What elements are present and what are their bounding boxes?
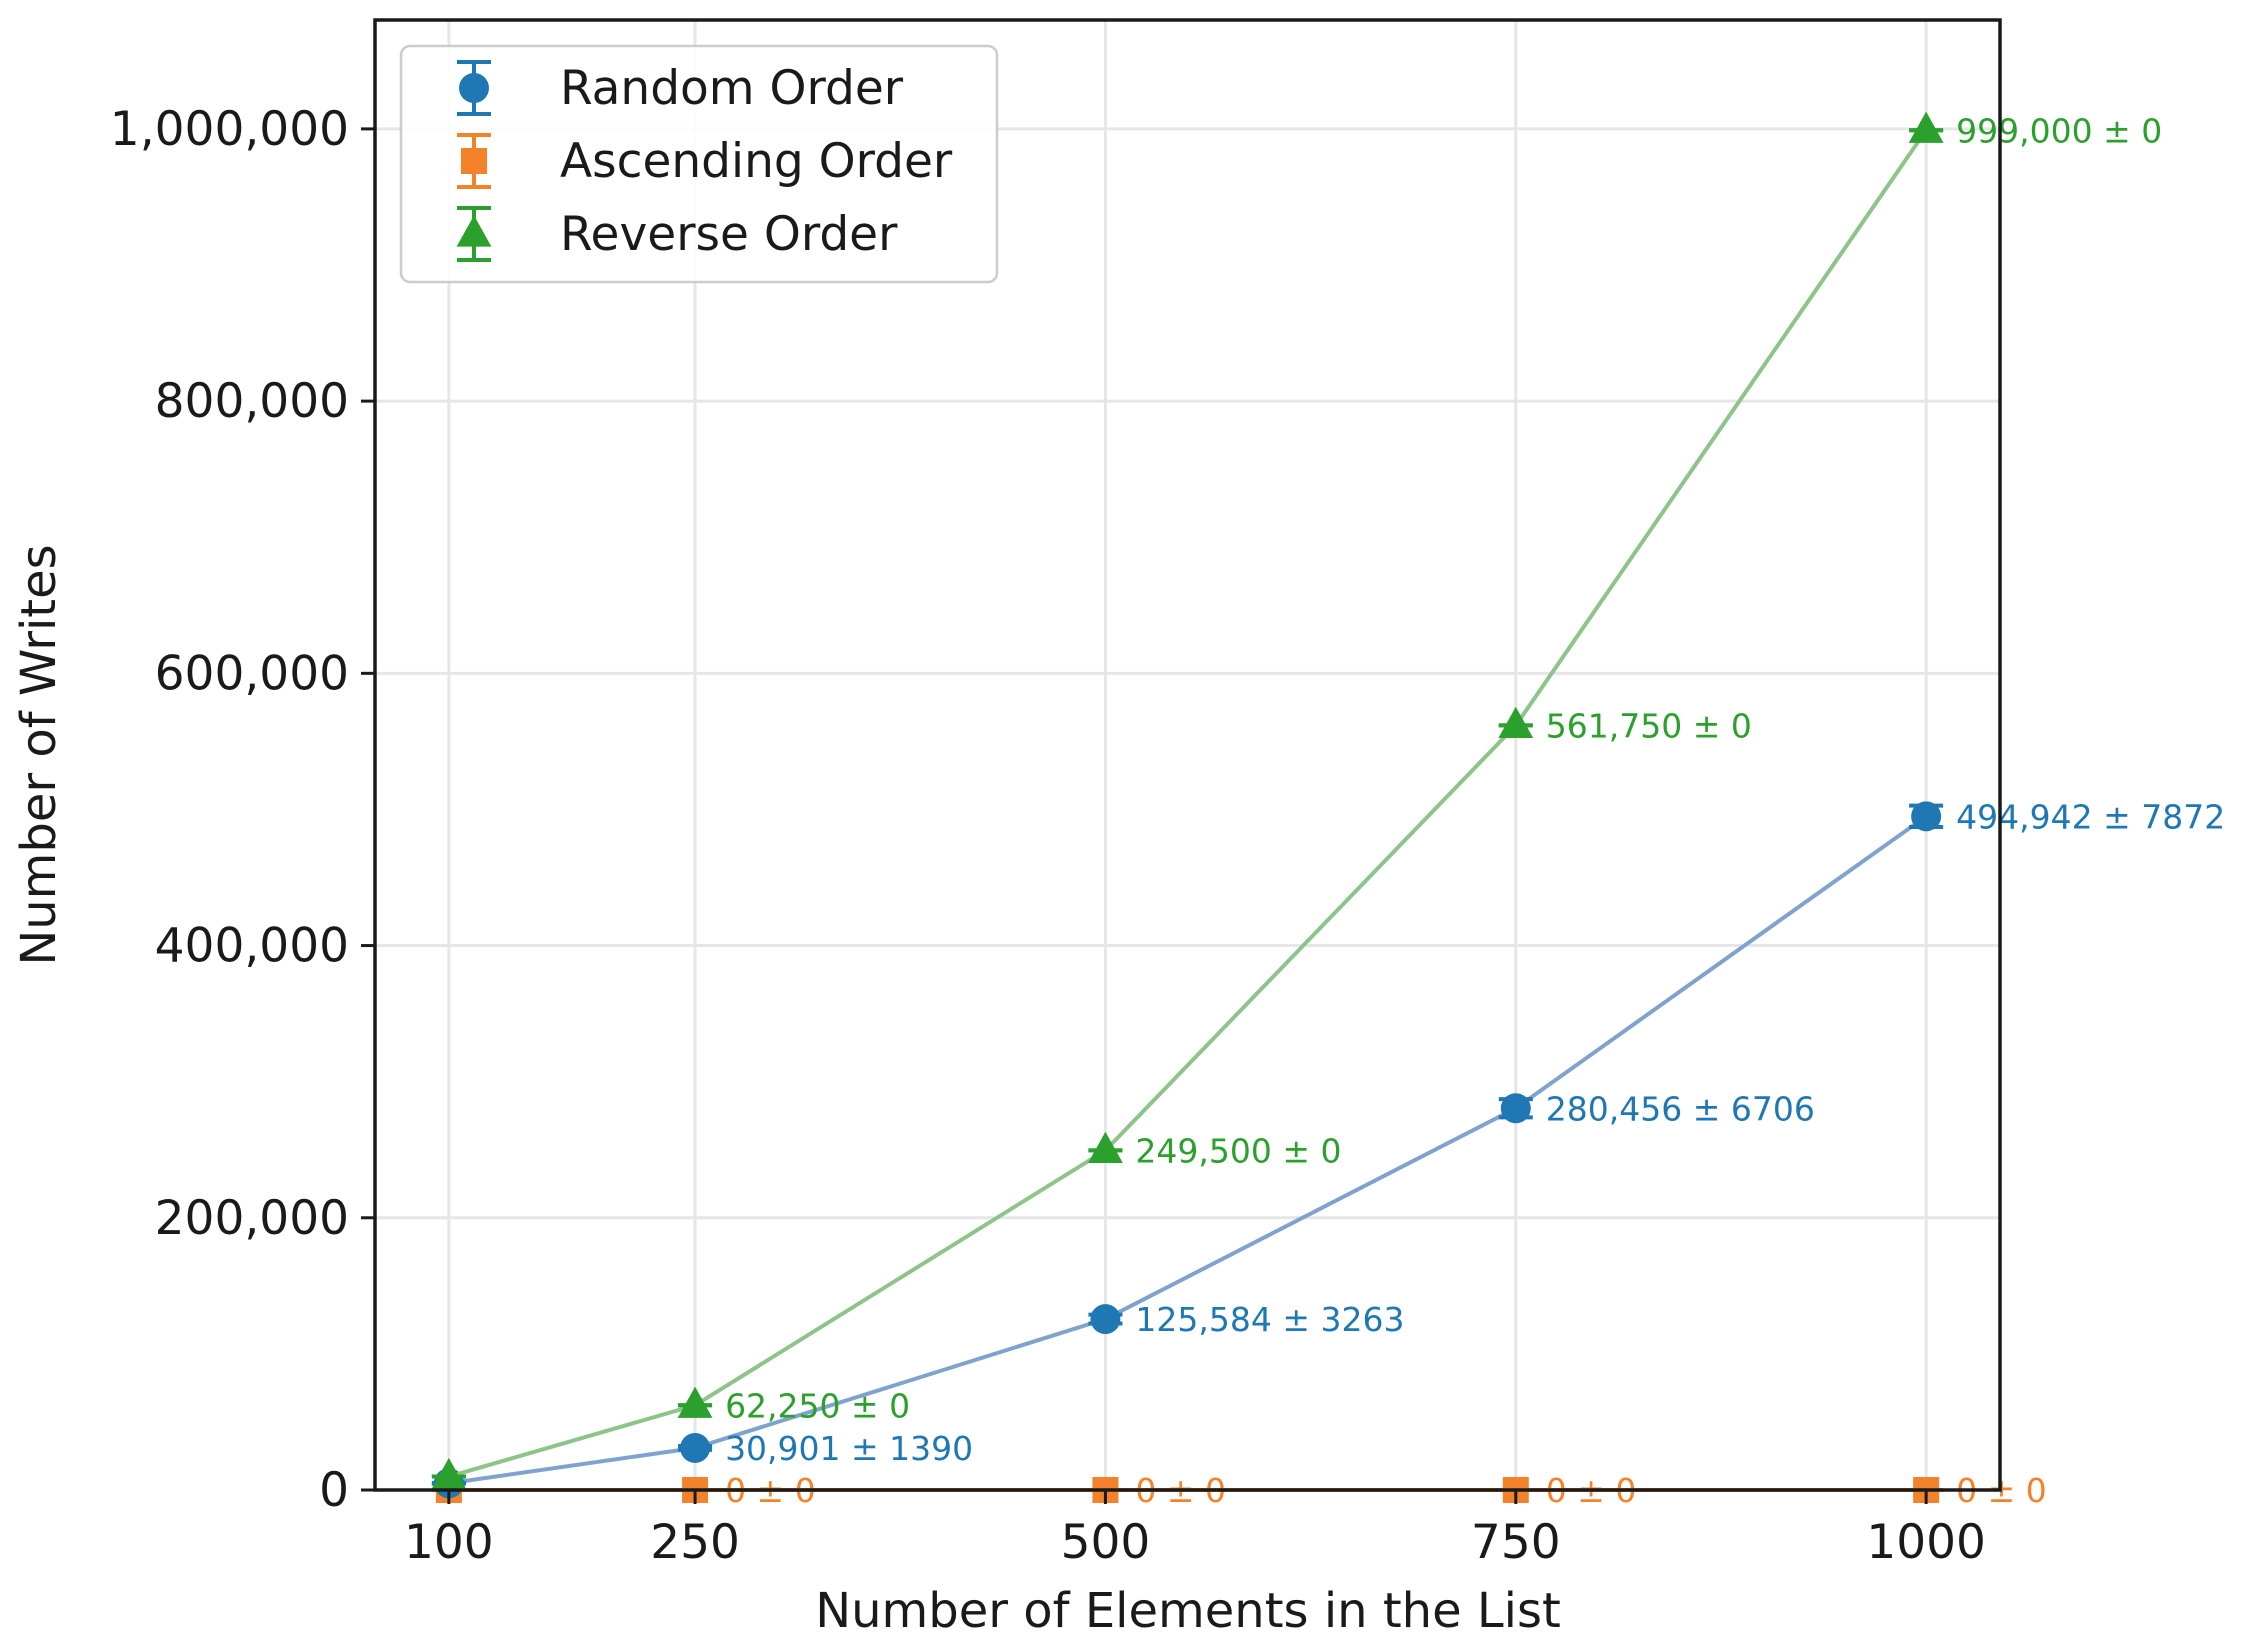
data-point	[1911, 801, 1942, 832]
data-point	[431, 1457, 467, 1490]
data-point	[680, 1432, 711, 1463]
series-reverse-order	[431, 111, 1944, 1490]
legend-box	[399, 44, 999, 284]
legend-entry-random-order: Random Order	[560, 61, 904, 116]
y-tick-label: 0	[319, 1463, 349, 1518]
legend-marker-square	[461, 148, 487, 174]
data-point	[1498, 706, 1534, 738]
data-point	[1908, 111, 1944, 143]
data-label: 30,901 ± 1390	[725, 1429, 973, 1468]
y-tick-label: 1,000,000	[110, 102, 349, 157]
data-label: 561,750 ± 0	[1546, 706, 1752, 745]
y-axis-label: Number of Writes	[11, 544, 67, 965]
x-axis-label: Number of Elements in the List	[815, 1583, 1561, 1639]
data-label: 494,942 ± 7872	[1956, 797, 2225, 836]
legend-entry-reverse-order: Reverse Order	[560, 207, 898, 262]
series-random-order	[431, 801, 1944, 1499]
x-tick-label: 750	[1471, 1515, 1561, 1570]
legend-marker-circle	[459, 73, 489, 103]
data-point	[1090, 1304, 1121, 1335]
legend-entry-ascending-order: Ascending Order	[560, 134, 953, 189]
data-label: 62,250 ± 0	[725, 1386, 910, 1425]
axis-ticks: 0 200,000 400,000 600,000 800,000 1,000,000 10…	[110, 102, 1986, 1570]
legend-marker-triangle	[456, 215, 492, 247]
data-point	[677, 1386, 713, 1418]
data-point	[1500, 1093, 1531, 1124]
y-tick-label: 600,000	[155, 646, 349, 701]
x-tick-label: 250	[650, 1515, 740, 1570]
x-tick-label: 1000	[1866, 1515, 1986, 1570]
data-point	[1088, 1131, 1123, 1164]
y-tick-label: 400,000	[155, 919, 349, 974]
legend: Random Order Ascending Order Reverse Ord…	[399, 44, 999, 284]
data-label: 125,584 ± 3263	[1135, 1300, 1404, 1339]
data-label: 249,500 ± 0	[1135, 1131, 1341, 1170]
x-tick-label: 500	[1061, 1515, 1151, 1570]
x-tick-label: 100	[404, 1515, 494, 1570]
plot-frame	[373, 18, 2002, 1492]
data-label: 280,456 ± 6706	[1546, 1089, 1815, 1128]
y-tick-label: 800,000	[155, 374, 349, 429]
data-label: 999,000 ± 0	[1956, 111, 2162, 150]
y-tick-label: 200,000	[155, 1191, 349, 1246]
